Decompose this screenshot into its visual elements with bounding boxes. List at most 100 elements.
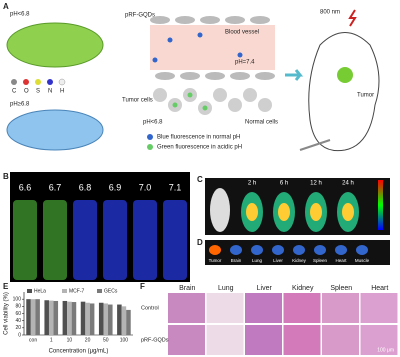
bar bbox=[71, 302, 77, 335]
y-axis-label: Cell viability (%) bbox=[4, 292, 10, 335]
y-tick-label: 60 bbox=[15, 311, 21, 317]
micrograph bbox=[245, 293, 282, 323]
mice: 2 h 6 h 12 h 24 h bbox=[210, 181, 359, 232]
panel-label: F bbox=[140, 282, 145, 291]
organ-label: Liver bbox=[273, 258, 283, 263]
element-label: H bbox=[60, 89, 64, 95]
y-tick-label: 80 bbox=[15, 304, 21, 310]
legend-blue: Blue fluorescence in normal pH bbox=[157, 135, 240, 141]
vessel-ph: pH=7.4 bbox=[235, 60, 255, 66]
bar bbox=[80, 301, 86, 335]
x-tick-label: 100 bbox=[120, 337, 129, 343]
bar bbox=[85, 302, 90, 335]
imaging-background bbox=[205, 178, 390, 235]
signal bbox=[310, 203, 322, 221]
ph-low: pH<6.8 bbox=[10, 12, 30, 18]
x-tick-label: 50 bbox=[103, 337, 109, 343]
bar bbox=[117, 304, 122, 335]
y-tick-label: 100 bbox=[13, 296, 22, 302]
vial bbox=[133, 200, 157, 280]
column-label: Liver bbox=[257, 285, 273, 292]
panel-label: D bbox=[197, 238, 203, 247]
ph-label: 6.6 bbox=[19, 182, 32, 192]
signal bbox=[278, 203, 290, 221]
micrograph bbox=[168, 325, 205, 355]
bar bbox=[30, 299, 36, 335]
bar bbox=[48, 300, 54, 335]
nanoparticle: pRF-GQDs bbox=[125, 13, 155, 19]
bar bbox=[44, 300, 49, 335]
organ bbox=[293, 245, 305, 255]
time-label: 24 h bbox=[342, 181, 354, 187]
vial bbox=[13, 200, 37, 280]
organ-label: Heart bbox=[335, 258, 347, 263]
tumor-ph: pH<6.8 bbox=[143, 120, 163, 126]
signal bbox=[342, 203, 354, 221]
column-label: Kidney bbox=[292, 285, 314, 292]
organ-label: Brain bbox=[231, 258, 242, 263]
ph-label: 7.0 bbox=[139, 182, 152, 192]
bar bbox=[53, 300, 59, 335]
row-label: pRF-GQDs bbox=[141, 337, 169, 343]
legend-swatch bbox=[97, 289, 102, 293]
vial bbox=[73, 200, 97, 280]
organ bbox=[335, 245, 347, 255]
panel-label: B bbox=[3, 172, 9, 181]
x-axis-label: Concentration (μg/mL) bbox=[49, 349, 109, 355]
organ-label: Lung bbox=[252, 258, 263, 263]
bar bbox=[26, 299, 31, 335]
ph-label: 7.1 bbox=[169, 182, 182, 192]
legend-label: GECs bbox=[104, 288, 118, 294]
bar bbox=[108, 304, 113, 335]
organ bbox=[251, 245, 263, 255]
micrograph bbox=[206, 325, 244, 355]
bar bbox=[67, 301, 72, 335]
organ-label: Kidney bbox=[292, 258, 307, 263]
legend-label: MCF-7 bbox=[69, 288, 84, 294]
laser: 800 nm bbox=[320, 10, 340, 16]
micrograph bbox=[168, 293, 205, 323]
micrograph bbox=[360, 325, 398, 355]
x-tick-label: 10 bbox=[67, 337, 73, 343]
y-tick-label: 40 bbox=[15, 318, 21, 324]
bar bbox=[35, 299, 40, 335]
vial bbox=[103, 200, 127, 280]
element-label: S bbox=[36, 89, 40, 95]
organ bbox=[230, 245, 242, 255]
micrograph bbox=[283, 325, 321, 355]
panel-a-graphics bbox=[6, 9, 380, 152]
panel-label: C bbox=[197, 175, 203, 184]
time-label: 6 h bbox=[280, 181, 288, 187]
organ-label: Muscle bbox=[355, 258, 370, 263]
mouse bbox=[210, 188, 230, 232]
element-label: C bbox=[12, 89, 17, 95]
legend-label: HeLa bbox=[34, 288, 46, 294]
micrograph bbox=[360, 293, 398, 323]
x-tick-label: con bbox=[29, 337, 37, 343]
vial bbox=[163, 200, 187, 280]
organ bbox=[209, 245, 221, 255]
legend-green: Green fluorescence in acidic pH bbox=[157, 145, 242, 151]
x-tick-label: 1 bbox=[50, 337, 53, 343]
micrograph bbox=[283, 293, 321, 323]
y-tick-label: 20 bbox=[15, 325, 21, 331]
column-label: Brain bbox=[179, 285, 195, 292]
organ bbox=[356, 245, 368, 255]
time-label: 2 h bbox=[248, 181, 256, 187]
column-label: Lung bbox=[218, 285, 234, 292]
organ-label: Tumor bbox=[209, 258, 222, 263]
time-label: 12 h bbox=[310, 181, 322, 187]
ph-high: pH≥6.8 bbox=[10, 102, 30, 108]
bar bbox=[89, 303, 95, 335]
micrograph bbox=[322, 293, 359, 323]
element-label: O bbox=[24, 89, 29, 95]
tumor: Tumor bbox=[357, 93, 374, 99]
organs: Tumor Brain Lung Liver Kidney Spleen Heart Musc… bbox=[209, 245, 370, 263]
legend-swatch bbox=[27, 289, 32, 293]
bar bbox=[126, 309, 131, 335]
y-tick-label: 0 bbox=[18, 332, 21, 338]
ph-label: 6.8 bbox=[79, 182, 92, 192]
element-label: N bbox=[48, 89, 52, 95]
